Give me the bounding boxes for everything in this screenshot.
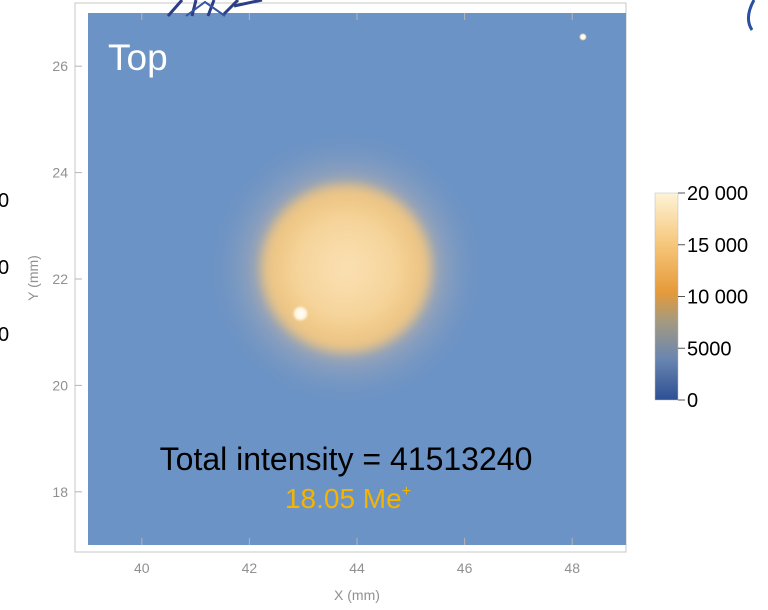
colorbar-tick-label: 10 000 [687, 287, 748, 309]
hot-pixels [291, 32, 587, 323]
top-decoration [166, 0, 756, 31]
x-tick-label: 44 [349, 560, 365, 576]
hot-pixel [578, 32, 587, 41]
colorbar-tick-label: 15 000 [687, 235, 748, 257]
left-edge-label-3: 0 [0, 324, 10, 346]
x-tick-label: 48 [564, 560, 580, 576]
colorbar-tick-label: 20 000 [687, 183, 748, 205]
hot-pixel [291, 304, 310, 323]
charge-superscript: + [402, 483, 411, 500]
x-axis-label: X (mm) [334, 587, 380, 603]
colorbar: 0 5000 10 000 15 000 20 000 [654, 183, 748, 412]
heatmap-area [88, 13, 626, 545]
colorbar-tick-label: 5000 [687, 338, 732, 360]
x-axis-ticks: 40 42 44 46 48 [134, 13, 580, 576]
chart-title: Top [108, 37, 168, 78]
y-axis-label: Y (mm) [25, 255, 41, 301]
left-edge-label-1: 0 [0, 190, 10, 212]
y-axis-ticks: 18 20 22 24 26 [52, 58, 82, 500]
y-tick-label: 22 [52, 271, 68, 287]
charge-annotation: 18.05 Me+ [285, 483, 411, 514]
y-tick-label: 20 [52, 377, 68, 393]
x-tick-label: 46 [457, 560, 473, 576]
left-edge-label-2: 0 [0, 257, 10, 279]
colorbar-ticks: 0 5000 10 000 15 000 20 000 [678, 183, 748, 412]
y-tick-label: 18 [52, 484, 68, 500]
x-tick-label: 40 [134, 560, 150, 576]
beam-spot [260, 183, 433, 354]
colorbar-gradient [654, 192, 679, 401]
charge-value: 18.05 Me [285, 483, 402, 514]
y-tick-label: 24 [52, 165, 68, 181]
y-tick-label: 26 [52, 58, 68, 74]
x-tick-label: 42 [242, 560, 258, 576]
colorbar-tick-label: 0 [687, 390, 698, 412]
total-intensity-annotation: Total intensity = 41513240 [160, 441, 533, 477]
